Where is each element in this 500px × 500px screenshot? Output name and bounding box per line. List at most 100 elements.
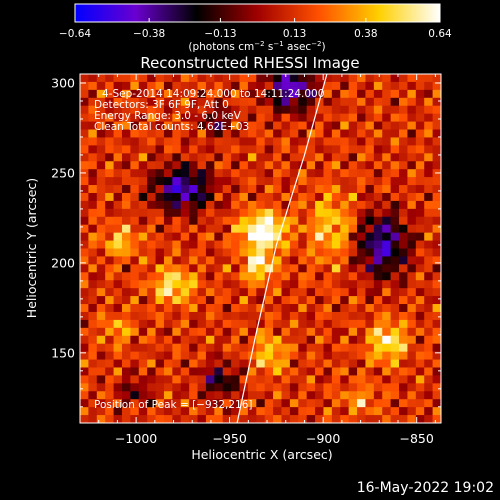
heatmap-cell bbox=[357, 169, 367, 178]
heatmap-cell bbox=[105, 161, 115, 170]
heatmap-cell bbox=[231, 359, 241, 369]
heatmap-cell bbox=[399, 216, 409, 226]
heatmap-cell bbox=[197, 272, 207, 281]
heatmap-cell bbox=[415, 129, 425, 139]
heatmap-cell bbox=[315, 383, 325, 392]
heatmap-cell bbox=[121, 359, 131, 369]
heatmap-cell bbox=[298, 121, 308, 131]
heatmap-cell bbox=[239, 335, 249, 345]
heatmap-cell bbox=[390, 335, 400, 345]
heatmap-cell bbox=[357, 97, 367, 107]
heatmap-cell bbox=[205, 137, 215, 146]
heatmap-cell bbox=[415, 367, 425, 377]
heatmap-cell bbox=[315, 121, 325, 131]
heatmap-cell bbox=[138, 137, 148, 146]
heatmap-cell bbox=[256, 129, 266, 139]
heatmap-cell bbox=[138, 359, 148, 369]
heatmap-cell bbox=[365, 137, 375, 146]
heatmap-cell bbox=[214, 113, 224, 123]
heatmap-cell bbox=[247, 264, 257, 273]
heatmap-cell bbox=[424, 367, 434, 377]
heatmap-cell bbox=[399, 129, 409, 139]
heatmap-cell bbox=[247, 208, 257, 218]
heatmap-cell bbox=[298, 319, 308, 329]
heatmap-cell bbox=[373, 161, 383, 170]
heatmap-cell bbox=[340, 391, 350, 400]
heatmap-cell bbox=[80, 169, 89, 178]
heatmap-cell bbox=[80, 304, 89, 313]
heatmap-cell bbox=[239, 256, 249, 265]
heatmap-cell bbox=[273, 399, 283, 408]
heatmap-cell bbox=[323, 224, 333, 234]
heatmap-cell bbox=[315, 351, 325, 361]
heatmap-cell bbox=[256, 327, 266, 337]
heatmap-cell bbox=[407, 161, 417, 170]
heatmap-cell bbox=[88, 216, 98, 226]
heatmap-cell bbox=[298, 81, 308, 91]
heatmap-cell bbox=[222, 89, 232, 99]
heatmap-cell bbox=[390, 375, 400, 384]
heatmap-cell bbox=[264, 129, 274, 139]
heatmap-cell bbox=[105, 304, 115, 313]
heatmap-cell bbox=[373, 121, 383, 131]
heatmap-cell bbox=[323, 407, 333, 416]
heatmap-cell bbox=[222, 113, 232, 123]
heatmap-cell bbox=[155, 240, 165, 250]
heatmap-cell bbox=[281, 81, 291, 91]
heatmap-cell bbox=[415, 375, 425, 384]
heatmap-cell bbox=[331, 121, 341, 131]
heatmap-cell bbox=[155, 256, 165, 265]
heatmap-cell bbox=[105, 351, 115, 361]
heatmap-cell bbox=[382, 224, 392, 234]
heatmap-cell bbox=[331, 177, 341, 186]
heatmap-cell bbox=[382, 169, 392, 178]
heatmap-cell bbox=[155, 327, 165, 337]
heatmap-cell bbox=[205, 153, 215, 162]
heatmap-cell bbox=[180, 185, 190, 194]
heatmap-cell bbox=[113, 311, 123, 321]
heatmap-cell bbox=[331, 129, 341, 139]
heatmap-cell bbox=[382, 264, 392, 273]
y-tick-label: 150 bbox=[51, 345, 75, 360]
heatmap-cell bbox=[231, 343, 241, 353]
heatmap-cell bbox=[306, 248, 316, 258]
heatmap-cell bbox=[88, 185, 98, 194]
heatmap-cell bbox=[163, 375, 173, 384]
heatmap-cell bbox=[357, 113, 367, 123]
heatmap-cell bbox=[121, 351, 131, 361]
heatmap-cell bbox=[88, 296, 98, 305]
heatmap-cell bbox=[113, 240, 123, 250]
heatmap-cell bbox=[256, 74, 266, 83]
heatmap-cell bbox=[407, 224, 417, 234]
heatmap-cell bbox=[407, 129, 417, 139]
heatmap-cell bbox=[315, 399, 325, 408]
heatmap-cell bbox=[256, 208, 266, 218]
heatmap-cell bbox=[281, 272, 291, 281]
heatmap-cell bbox=[205, 367, 215, 377]
heatmap-cell bbox=[432, 375, 441, 384]
heatmap-cell bbox=[130, 232, 140, 242]
heatmap-cell bbox=[264, 407, 274, 416]
heatmap-cell bbox=[205, 280, 215, 289]
heatmap-cell bbox=[80, 105, 89, 115]
heatmap-cell bbox=[365, 81, 375, 91]
heatmap-cell bbox=[130, 137, 140, 146]
heatmap-cell bbox=[155, 74, 165, 83]
heatmap-cell bbox=[130, 367, 140, 377]
heatmap-cell bbox=[247, 224, 257, 234]
heatmap-cell bbox=[365, 248, 375, 258]
heatmap-cell bbox=[214, 359, 224, 369]
heatmap-cell bbox=[348, 319, 358, 329]
heatmap-cell bbox=[273, 288, 283, 297]
heatmap-cell bbox=[306, 343, 316, 353]
heatmap-cell bbox=[197, 216, 207, 226]
heatmap-cell bbox=[399, 319, 409, 329]
heatmap-cell bbox=[382, 367, 392, 377]
heatmap-cell bbox=[105, 264, 115, 273]
heatmap-cell bbox=[390, 304, 400, 313]
heatmap-cell bbox=[407, 169, 417, 178]
heatmap-cell bbox=[222, 327, 232, 337]
heatmap-cell bbox=[323, 351, 333, 361]
heatmap-cell bbox=[348, 343, 358, 353]
heatmap-cell bbox=[121, 296, 131, 305]
